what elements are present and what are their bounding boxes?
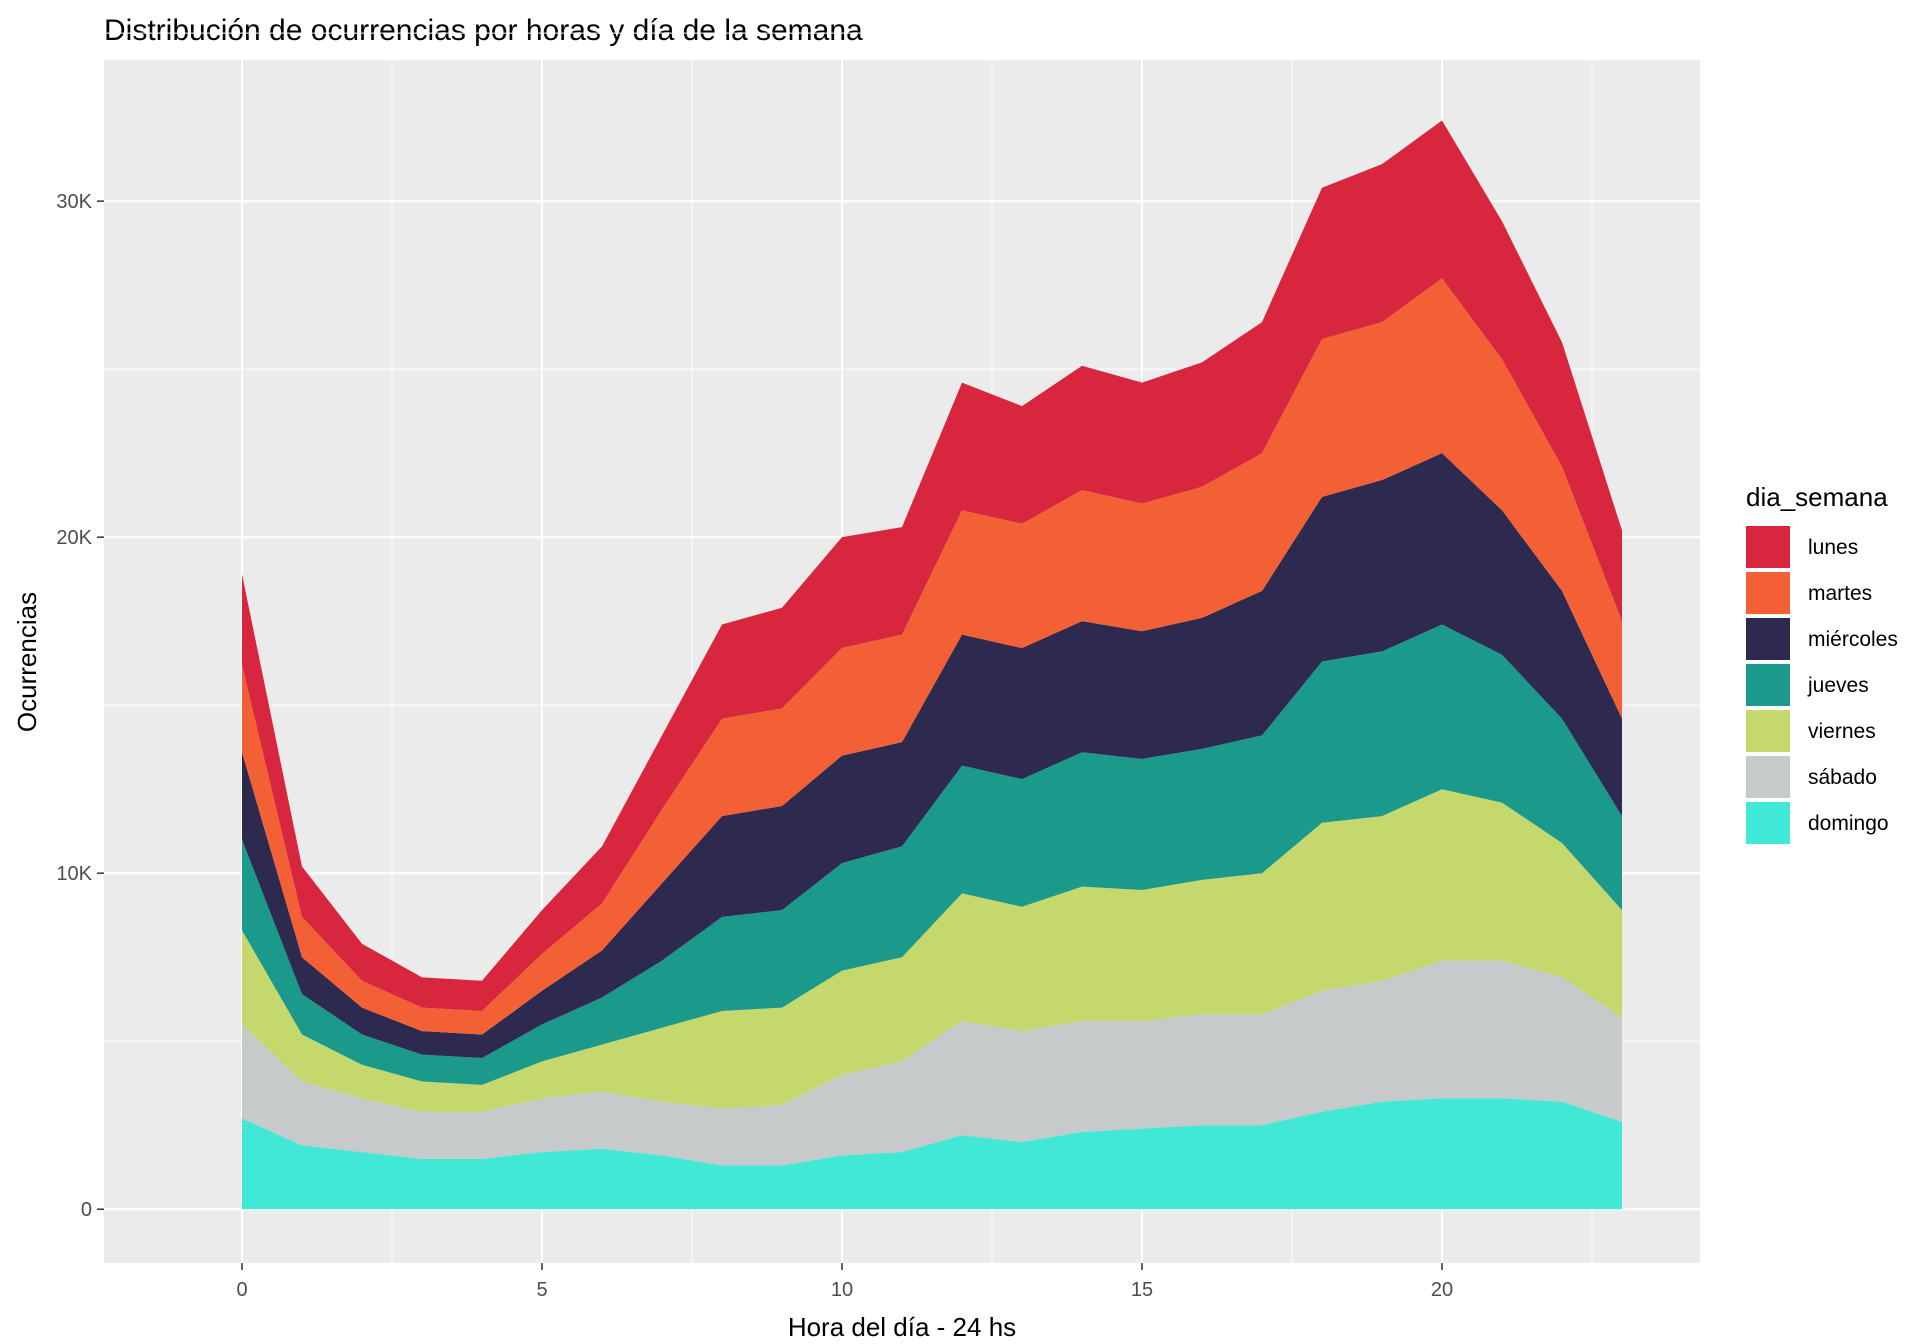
legend-key-miércoles	[1746, 618, 1790, 660]
area-sábado	[242, 960, 1622, 1166]
legend-items: lunes martes miércoles jueves viernes sábado d…	[1746, 526, 1898, 844]
x-tick-label: 10	[831, 1279, 853, 1301]
legend-label-viernes: viernes	[1808, 720, 1876, 743]
legend-key-lunes	[1746, 526, 1790, 568]
series-areas	[242, 120, 1622, 1210]
x-tick-label: 0	[236, 1279, 247, 1301]
legend: dia_semana lunes martes miércoles jueves vie…	[1746, 482, 1898, 844]
legend-title: dia_semana	[1746, 482, 1888, 512]
y-tick-label: 0	[81, 1199, 92, 1221]
legend-label-lunes: lunes	[1808, 536, 1858, 559]
x-tick-label: 20	[1431, 1279, 1453, 1301]
area-lunes	[242, 120, 1622, 1011]
x-tick-label: 15	[1131, 1279, 1153, 1301]
legend-key-domingo	[1746, 802, 1790, 844]
legend-label-jueves: jueves	[1807, 674, 1869, 697]
legend-label-martes: martes	[1808, 582, 1872, 605]
y-tick-label: 20K	[56, 527, 92, 549]
legend-key-viernes	[1746, 710, 1790, 752]
legend-key-jueves	[1746, 664, 1790, 706]
x-tick-label: 5	[536, 1279, 547, 1301]
y-tick-label: 10K	[56, 863, 92, 885]
legend-label-sábado: sábado	[1808, 766, 1877, 789]
area-viernes	[242, 789, 1622, 1112]
area-miércoles	[242, 453, 1622, 1059]
chart-title: Distribución de ocurrencias por horas y …	[104, 14, 863, 47]
area-domingo	[242, 1098, 1622, 1210]
y-axis-title: Ocurrencias	[12, 592, 42, 732]
area-martes	[242, 278, 1622, 1035]
x-axis-ticks: 0 5 10 15 20	[236, 1263, 1453, 1301]
y-axis-ticks: 0 10K 20K 30K	[56, 191, 104, 1221]
legend-key-martes	[1746, 572, 1790, 614]
legend-key-sábado	[1746, 756, 1790, 798]
legend-label-domingo: domingo	[1808, 812, 1889, 835]
area-jueves	[242, 624, 1622, 1085]
legend-label-miércoles: miércoles	[1808, 628, 1898, 651]
x-axis-title: Hora del día - 24 hs	[788, 1312, 1016, 1342]
y-tick-label: 30K	[56, 191, 92, 213]
